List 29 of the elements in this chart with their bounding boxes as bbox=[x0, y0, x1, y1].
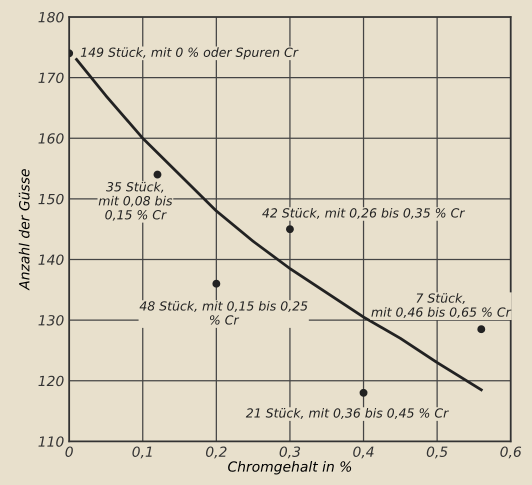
x-axis-title: Chromgehalt in % bbox=[228, 461, 352, 474]
x-tick-label: 0,6 bbox=[500, 446, 522, 458]
y-tick-label: 130 bbox=[38, 315, 64, 326]
annotation: 7 Stück, mit 0,46 bis 0,65 % Cr bbox=[371, 293, 512, 318]
annotation: 48 Stück, mit 0,15 bis 0,25 % Cr bbox=[140, 300, 308, 325]
point bbox=[286, 225, 294, 234]
point bbox=[360, 388, 368, 397]
x-tick-label: 0,3 bbox=[280, 446, 300, 458]
y-axis-title: Anzahl der Güsse bbox=[18, 169, 30, 291]
annotation: 149 Stück, mit 0 % oder Spuren Cr bbox=[80, 47, 299, 60]
line-series bbox=[75, 58, 483, 392]
x-tick-label: 0,2 bbox=[206, 446, 227, 458]
y-tick-label: 180 bbox=[38, 12, 64, 22]
x-tick-label: 0 bbox=[65, 446, 73, 457]
point bbox=[212, 280, 220, 288]
x-tick-label: 0,4 bbox=[353, 446, 374, 458]
point bbox=[154, 170, 162, 179]
y-tick-label: 170 bbox=[38, 72, 64, 84]
y-tick-label: 110 bbox=[38, 436, 64, 447]
x-tick-label: 0,1 bbox=[132, 446, 152, 458]
x-tick-label: 0,5 bbox=[426, 446, 448, 458]
y-tick-label: 150 bbox=[38, 194, 64, 204]
annotation: 35 Stück, mit 0,08 bis 0,15 % Cr bbox=[98, 182, 172, 221]
point bbox=[477, 325, 486, 334]
y-tick-label: 120 bbox=[38, 376, 64, 386]
annotation: 42 Stück, mit 0,26 bis 0,35 % Cr bbox=[262, 208, 466, 219]
annotation: 21 Stück, mit 0,36 bis 0,45 % Cr bbox=[246, 408, 449, 419]
y-tick-label: 140 bbox=[38, 254, 64, 265]
y-tick-label: 160 bbox=[38, 133, 64, 144]
